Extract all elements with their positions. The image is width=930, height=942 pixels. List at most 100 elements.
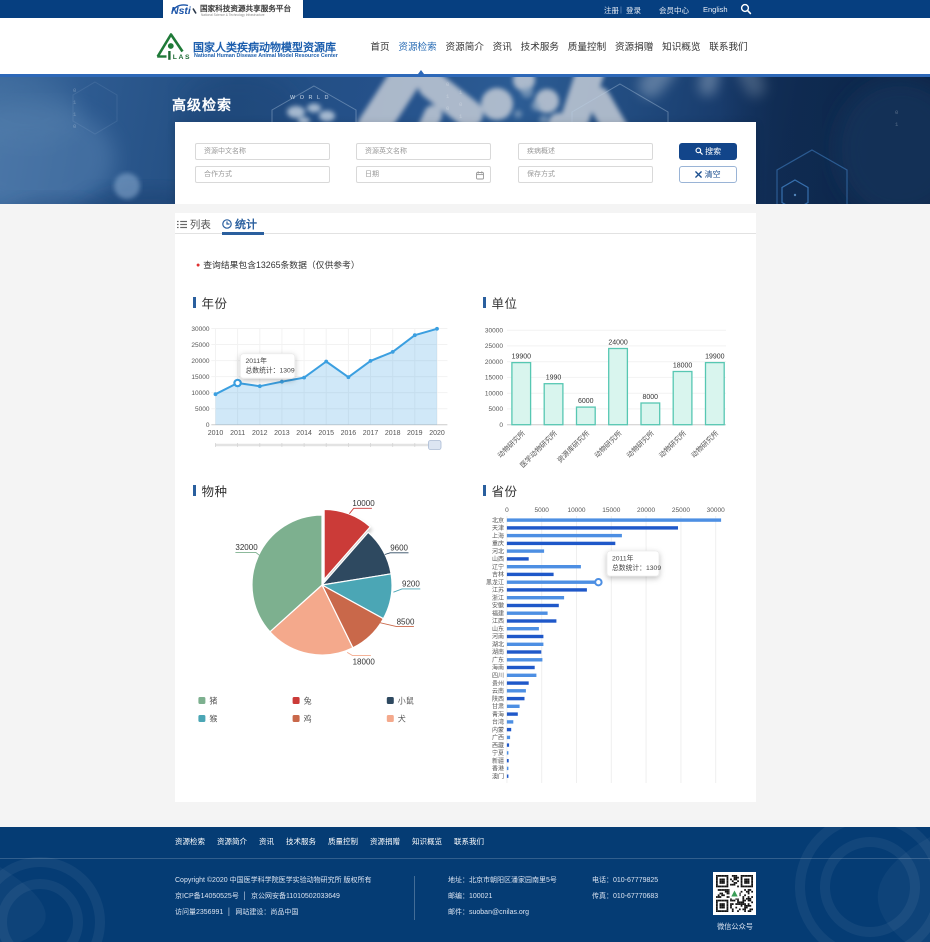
svg-text:0: 0 xyxy=(446,81,449,88)
svg-text:2011年: 2011年 xyxy=(246,356,268,365)
svg-text:国家科技资源共享服务平台: 国家科技资源共享服务平台 xyxy=(200,3,292,13)
svg-text:动物研究所: 动物研究所 xyxy=(496,429,527,460)
svg-text:2013: 2013 xyxy=(274,430,290,437)
svg-text:西藏: 西藏 xyxy=(492,741,504,749)
svg-text:2014: 2014 xyxy=(296,430,312,437)
svg-text:动物研究所: 动物研究所 xyxy=(657,429,688,460)
svg-text:2015: 2015 xyxy=(318,430,334,437)
svg-text:2020: 2020 xyxy=(429,430,445,437)
svg-text:19900: 19900 xyxy=(705,354,725,361)
svg-text:8000: 8000 xyxy=(643,394,659,401)
svg-text:9600: 9600 xyxy=(390,544,408,553)
svg-text:2012: 2012 xyxy=(252,430,268,437)
svg-text:20000: 20000 xyxy=(485,359,503,366)
svg-text:总数统计：1309: 总数统计：1309 xyxy=(246,366,295,375)
svg-text:青海: 青海 xyxy=(492,710,504,718)
svg-text:湖北: 湖北 xyxy=(492,641,504,649)
svg-text:黑龙江: 黑龙江 xyxy=(486,578,504,586)
svg-text:2017: 2017 xyxy=(363,430,379,437)
svg-text:广东: 广东 xyxy=(492,656,504,664)
svg-text:20000: 20000 xyxy=(191,358,209,365)
svg-text:0: 0 xyxy=(459,101,462,108)
svg-text:甘肃: 甘肃 xyxy=(492,703,504,711)
svg-text:动物研究所: 动物研究所 xyxy=(592,429,623,460)
svg-text:海南: 海南 xyxy=(492,664,504,672)
svg-text:30000: 30000 xyxy=(191,326,209,333)
svg-text:5000: 5000 xyxy=(534,507,549,514)
svg-text:贵州: 贵州 xyxy=(492,679,504,687)
svg-text:18000: 18000 xyxy=(673,363,693,370)
svg-text:15000: 15000 xyxy=(191,374,209,381)
svg-text:北京: 北京 xyxy=(492,516,504,524)
svg-text:猴: 猴 xyxy=(209,715,217,724)
svg-text:10000: 10000 xyxy=(567,507,585,514)
svg-text:辽宁: 辽宁 xyxy=(492,563,504,571)
svg-text:动物研究所: 动物研究所 xyxy=(689,429,720,460)
svg-text:重庆: 重庆 xyxy=(492,540,504,548)
svg-text:0: 0 xyxy=(895,109,898,116)
svg-text:25000: 25000 xyxy=(191,342,209,349)
svg-text:新疆: 新疆 xyxy=(492,757,504,765)
svg-text:30000: 30000 xyxy=(485,328,503,335)
svg-text:24000: 24000 xyxy=(608,340,628,347)
svg-text:2010: 2010 xyxy=(208,430,224,437)
svg-text:河南: 河南 xyxy=(492,633,504,641)
svg-text:1: 1 xyxy=(73,99,77,106)
svg-text:1: 1 xyxy=(895,121,899,128)
svg-text:8500: 8500 xyxy=(397,618,415,627)
svg-text:山西: 山西 xyxy=(492,555,504,563)
svg-text:1990: 1990 xyxy=(546,375,562,382)
svg-text:20000: 20000 xyxy=(637,507,655,514)
svg-text:四川: 四川 xyxy=(492,673,504,680)
svg-text:LAS: LAS xyxy=(173,54,191,61)
svg-text:9200: 9200 xyxy=(402,580,420,589)
svg-text:陕西: 陕西 xyxy=(492,695,504,703)
svg-text:25000: 25000 xyxy=(672,507,690,514)
svg-text:0: 0 xyxy=(73,123,76,130)
svg-text:10000: 10000 xyxy=(485,391,503,398)
svg-text:动物研究所: 动物研究所 xyxy=(625,429,656,460)
svg-text:台湾: 台湾 xyxy=(492,718,504,726)
svg-text:1: 1 xyxy=(459,113,463,120)
svg-text:30000: 30000 xyxy=(707,507,725,514)
svg-text:猪: 猪 xyxy=(209,696,217,706)
svg-text:0: 0 xyxy=(446,105,449,112)
svg-text:上海: 上海 xyxy=(492,532,504,540)
svg-text:广西: 广西 xyxy=(492,734,504,742)
svg-text:兔: 兔 xyxy=(304,696,312,706)
svg-text:安徽: 安徽 xyxy=(492,602,504,610)
svg-text:0: 0 xyxy=(206,422,210,429)
svg-text:山东: 山东 xyxy=(492,625,504,633)
svg-text:云南: 云南 xyxy=(492,687,504,695)
svg-text:1: 1 xyxy=(73,111,77,118)
svg-text:福建: 福建 xyxy=(492,609,504,617)
svg-text:2011年: 2011年 xyxy=(612,554,634,563)
svg-text:宁夏: 宁夏 xyxy=(492,749,504,757)
svg-text:5000: 5000 xyxy=(195,406,210,413)
svg-text:32000: 32000 xyxy=(235,543,258,552)
svg-text:6000: 6000 xyxy=(578,398,594,405)
svg-text:1: 1 xyxy=(459,89,463,96)
svg-text:15000: 15000 xyxy=(485,375,503,382)
svg-text:10000: 10000 xyxy=(191,390,209,397)
svg-text:0: 0 xyxy=(499,422,503,429)
svg-text:吉林: 吉林 xyxy=(492,571,504,579)
svg-text:江西: 江西 xyxy=(492,618,504,625)
svg-text:资源库研究所: 资源库研究所 xyxy=(555,429,591,465)
svg-text:WORLD: WORLD xyxy=(290,95,333,101)
svg-text:总数统计：1309: 总数统计：1309 xyxy=(612,563,661,572)
svg-text:0: 0 xyxy=(505,507,509,514)
svg-text:浙江: 浙江 xyxy=(492,594,504,602)
svg-text:天津: 天津 xyxy=(492,525,504,532)
svg-text:2018: 2018 xyxy=(385,430,401,437)
svg-text:1: 1 xyxy=(446,93,450,100)
svg-text:25000: 25000 xyxy=(485,343,503,350)
svg-text:0: 0 xyxy=(73,87,76,94)
svg-text:5000: 5000 xyxy=(489,406,504,413)
svg-text:19900: 19900 xyxy=(512,354,532,361)
svg-text:鸡: 鸡 xyxy=(304,714,312,724)
svg-text:18000: 18000 xyxy=(353,658,376,667)
svg-text:澳门: 澳门 xyxy=(492,772,504,780)
svg-text:湖南: 湖南 xyxy=(492,648,504,656)
svg-text:2019: 2019 xyxy=(407,430,423,437)
